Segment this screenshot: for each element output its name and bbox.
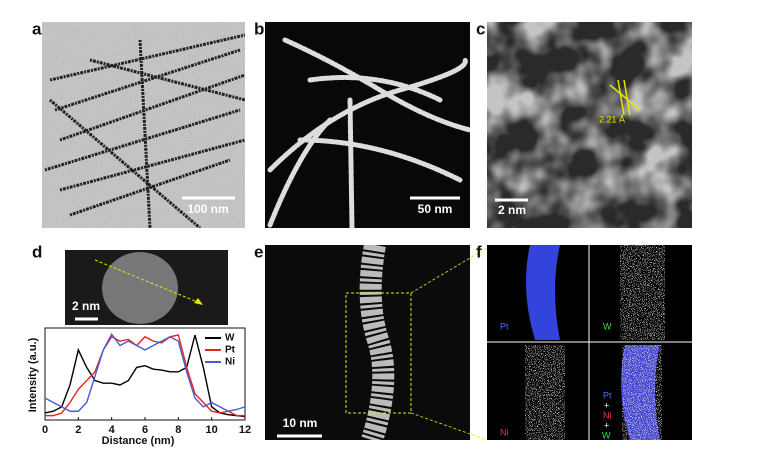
scale-label: 50 nm — [418, 202, 453, 216]
micrograph — [265, 22, 470, 228]
panel-label: c — [476, 19, 485, 38]
scale-label: 2 nm — [498, 203, 526, 217]
panel-label: b — [254, 19, 264, 38]
overlay-label: + — [604, 420, 609, 430]
x-tick-label: 8 — [175, 424, 181, 436]
x-tick-label: 10 — [206, 424, 218, 436]
overlay-label: + — [604, 400, 609, 410]
legend-label: Pt — [225, 345, 236, 356]
legend-label: Ni — [225, 357, 235, 368]
panel-c: 2.21 Å 2 nm c — [476, 19, 692, 228]
legend-label: W — [225, 333, 235, 344]
nanowire — [359, 245, 395, 440]
x-tick-label: 12 — [239, 424, 251, 436]
x-tick-label: 2 — [75, 424, 81, 436]
panel-label: e — [254, 242, 263, 261]
panel-f: Pt W Ni Pt + Ni + W f — [476, 242, 692, 440]
series-line — [44, 332, 246, 412]
nanowires — [44, 33, 245, 228]
map-label: W — [603, 321, 612, 331]
panel-d: 2 nm d Distance (nm) Intensity (a.u.) 0 2… — [27, 242, 251, 446]
overlay-dots — [622, 345, 662, 440]
panel-b: 50 nm b — [254, 19, 470, 228]
series-line — [44, 334, 246, 418]
scale-label: 100 nm — [187, 202, 228, 216]
arrow-head — [194, 298, 203, 305]
lattice-mark — [609, 84, 641, 111]
zoom-line — [410, 412, 488, 441]
map-label: Pt — [500, 321, 509, 331]
x-tick-label: 0 — [42, 424, 48, 436]
overlay-label: Ni — [603, 410, 612, 420]
lattice-mark — [623, 79, 631, 116]
panel-e: 10 nm e — [254, 242, 488, 441]
map-label: Ni — [500, 427, 509, 437]
texture — [487, 22, 692, 228]
scale-label: 2 nm — [72, 299, 100, 313]
pt-map — [526, 245, 560, 340]
series-line — [45, 334, 245, 417]
zoom-box — [345, 292, 412, 414]
x-tick-label: 6 — [142, 424, 148, 436]
w-map — [620, 245, 665, 340]
lattice-mark — [617, 79, 625, 116]
inset-wire — [102, 252, 178, 324]
ni-map — [525, 345, 565, 440]
scale-label: 10 nm — [283, 416, 318, 430]
panel-label: d — [32, 242, 42, 261]
x-tick-label: 4 — [109, 424, 116, 436]
overlay-label: Pt — [603, 390, 612, 400]
x-axis-label: Distance (nm) — [102, 435, 175, 447]
panel-label: a — [32, 19, 42, 38]
nanowires — [267, 37, 470, 228]
lattice-spacing: 2.21 Å — [599, 114, 625, 124]
panel-a: 100 nm a — [32, 19, 245, 228]
overlay-label: W — [602, 430, 611, 440]
line-scan — [94, 259, 201, 304]
plot-frame — [44, 327, 246, 421]
y-axis-label: Intensity (a.u.) — [27, 337, 39, 412]
panel-label: f — [476, 242, 482, 261]
